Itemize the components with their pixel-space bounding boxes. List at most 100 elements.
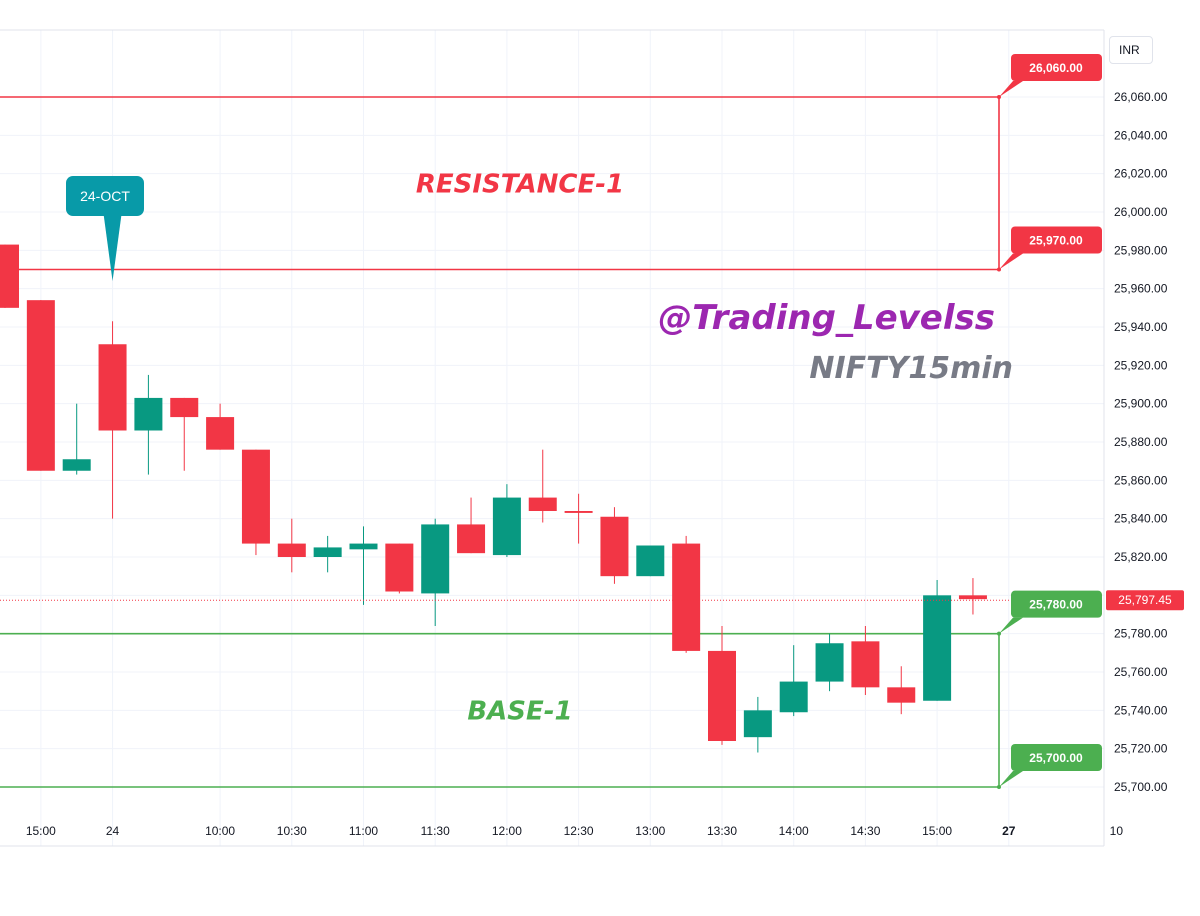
- price-tick-label: 25,980.00: [1114, 243, 1168, 257]
- zone-tag-text: 25,970.00: [1029, 234, 1083, 248]
- candle-down: [887, 666, 916, 715]
- time-tick-label: 13:30: [707, 824, 737, 838]
- price-tick-label: 25,740.00: [1114, 703, 1168, 717]
- candle-down: [851, 626, 880, 695]
- candle-body: [457, 524, 486, 554]
- candle-body: [170, 397, 199, 418]
- date-callout-pointer: [103, 214, 122, 281]
- time-tick-label: 24: [106, 824, 120, 838]
- zone-tag-box: [1011, 54, 1102, 81]
- candle-body: [26, 300, 55, 471]
- price-tick-label: 25,880.00: [1114, 435, 1168, 449]
- price-tick-label: 25,920.00: [1114, 358, 1168, 372]
- date-callout-box: [66, 176, 144, 216]
- time-tick-label: 10: [1110, 824, 1124, 838]
- zone-price-tag: 25,780.00: [999, 590, 1102, 634]
- price-tick-label: 25,860.00: [1114, 473, 1168, 487]
- time-tick-label: 12:30: [564, 824, 594, 838]
- candle-body: [779, 681, 808, 713]
- zone-tag-text: 25,700.00: [1029, 751, 1083, 765]
- candle-body: [958, 595, 987, 600]
- candle-down: [528, 449, 557, 523]
- zone-tag-box: [1011, 744, 1102, 771]
- zone-tag-pointer: [999, 81, 1023, 97]
- time-tick-label: 10:00: [205, 824, 235, 838]
- candle-body: [62, 459, 91, 471]
- price-axis[interactable]: 25,700.00 25,720.00 25,740.00 25,760.00 25,7…: [1103, 0, 1200, 916]
- candle-body: [851, 641, 880, 688]
- candle-down: [26, 300, 55, 471]
- zone-label: RESISTANCE-1: [416, 169, 624, 199]
- candle-body: [421, 524, 450, 594]
- candle-down: [98, 321, 127, 519]
- candle-down: [170, 397, 199, 471]
- price-tick-label: 26,020.00: [1114, 167, 1168, 181]
- candle-body: [0, 244, 19, 308]
- candle-body: [492, 497, 521, 556]
- symbol-watermark: NIFTY15min: [809, 351, 1013, 386]
- time-tick-label: 15:00: [26, 824, 56, 838]
- price-tick-label: 25,760.00: [1114, 665, 1168, 679]
- zone-tag-text: 25,780.00: [1029, 598, 1083, 612]
- candle-up: [421, 518, 450, 626]
- candle-up: [313, 535, 342, 573]
- candle-body: [743, 710, 772, 738]
- candle-body: [349, 543, 378, 550]
- time-tick-label: 11:00: [349, 824, 378, 838]
- date-callout: 24-OCT: [66, 176, 144, 281]
- candle-down: [0, 244, 19, 308]
- time-axis[interactable]: 15:00 24 10:00 10:30 11:00 11:30 12:00 12:30 13:…: [0, 824, 1124, 847]
- price-tick-label: 25,700.00: [1114, 780, 1168, 794]
- price-tick-label: 25,960.00: [1114, 282, 1168, 296]
- zone-tag-box: [1011, 226, 1102, 254]
- candle-down: [600, 507, 629, 584]
- candle-up: [779, 645, 808, 717]
- candle-body: [887, 687, 916, 703]
- price-tick-label: 25,720.00: [1114, 742, 1168, 756]
- time-tick-label: 27: [1002, 824, 1016, 838]
- last-price-tag-text: 25,797.45: [1118, 593, 1172, 607]
- candle-down: [206, 403, 235, 450]
- candle-body: [815, 643, 844, 682]
- time-tick-label: 12:00: [492, 824, 522, 838]
- price-tick-label: 26,040.00: [1114, 128, 1168, 142]
- price-tick-label: 25,900.00: [1114, 397, 1168, 411]
- price-tick-label: 25,820.00: [1114, 550, 1168, 564]
- candle-down: [708, 626, 736, 745]
- currency-selector[interactable]: INR: [1109, 36, 1153, 64]
- currency-label: INR: [1119, 43, 1140, 57]
- candle-down: [277, 518, 306, 573]
- candle-body: [923, 595, 952, 701]
- time-tick-label: 11:30: [421, 824, 450, 838]
- time-tick-label: 13:00: [635, 824, 665, 838]
- zone-price-tag: 26,060.00: [999, 54, 1102, 97]
- candle-up: [62, 403, 91, 475]
- candle-up: [743, 696, 772, 753]
- candle-up: [923, 580, 952, 701]
- candle-body: [206, 417, 235, 450]
- time-tick-label: 10:30: [277, 824, 307, 838]
- candle-body: [134, 397, 163, 431]
- price-zones: RESISTANCE-1 BASE-1: [0, 95, 1001, 789]
- time-tick-label: 14:30: [850, 824, 880, 838]
- handle-watermark: @Trading_Levelss: [658, 298, 995, 338]
- zone-tag-pointer: [999, 771, 1023, 787]
- candle-down: [564, 493, 593, 544]
- zone-tag-pointer: [999, 253, 1023, 270]
- candle-body: [672, 543, 701, 651]
- date-callout-text: 24-OCT: [80, 188, 130, 204]
- price-axis-background: [1104, 0, 1200, 916]
- candle-up: [492, 484, 521, 557]
- zone-label: BASE-1: [467, 696, 572, 726]
- candle-body: [241, 449, 270, 544]
- price-tags: 25,797.45 26,060.00 25,970.00 25,780.00 25,7…: [999, 54, 1184, 787]
- candle-body: [313, 547, 342, 557]
- candle-up: [815, 633, 844, 692]
- zone-price-tag: 25,970.00: [999, 226, 1102, 270]
- price-tick-label: 26,060.00: [1114, 90, 1168, 104]
- candle-up: [349, 526, 378, 605]
- candle-up: [134, 374, 163, 475]
- candle-down: [385, 543, 414, 594]
- candle-down: [457, 497, 486, 554]
